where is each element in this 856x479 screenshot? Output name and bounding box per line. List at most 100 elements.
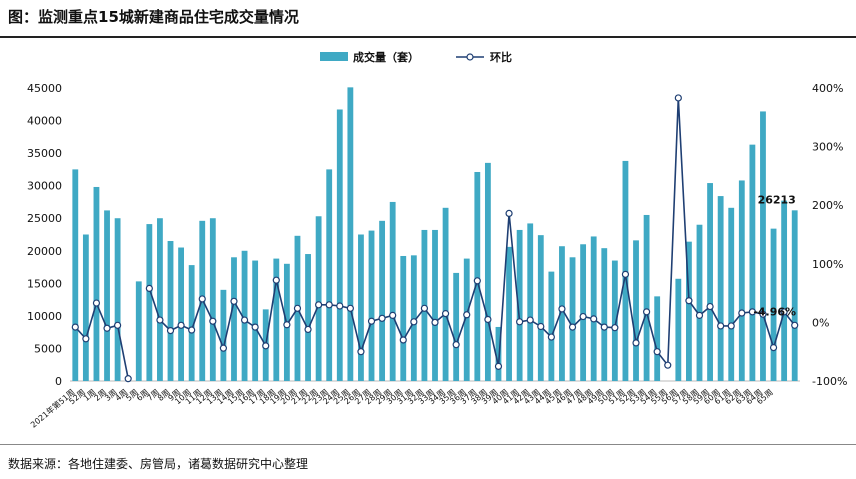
- mom-marker: [653, 348, 661, 356]
- mom-marker: [357, 348, 365, 356]
- mom-marker: [441, 310, 450, 318]
- volume-bar: [760, 111, 766, 381]
- mom-marker: [484, 315, 492, 324]
- mom-marker: [632, 339, 640, 347]
- mom-marker: [738, 309, 746, 317]
- volume-bar: [580, 244, 587, 381]
- volume-bar: [590, 236, 597, 381]
- legend-bar-swatch: [320, 52, 348, 61]
- y-left-tick-label: 10000: [27, 310, 62, 323]
- volume-bar: [273, 258, 280, 381]
- volume-bar: [315, 216, 322, 381]
- volume-bar: [506, 246, 512, 381]
- mom-marker: [92, 299, 101, 307]
- mom-marker: [568, 323, 577, 331]
- mom-marker: [230, 297, 238, 305]
- volume-bar: [326, 169, 333, 381]
- mom-marker: [621, 270, 630, 278]
- volume-bar: [104, 210, 110, 381]
- mom-marker: [494, 362, 503, 370]
- mom-marker: [727, 322, 735, 330]
- mom-marker: [759, 310, 767, 318]
- volume-bar: [82, 234, 89, 381]
- volume-bar: [220, 289, 227, 381]
- mom-marker: [685, 297, 693, 305]
- mom-marker: [188, 326, 196, 334]
- y-left-tick-label: 35000: [27, 147, 62, 160]
- mom-marker: [283, 321, 291, 329]
- mom-marker: [209, 317, 217, 325]
- mom-marker: [251, 323, 259, 331]
- mom-marker: [71, 323, 79, 331]
- mom-marker: [336, 302, 344, 310]
- volume-bar: [167, 241, 174, 381]
- volume-bar: [601, 248, 608, 381]
- y-left-tick-label: 25000: [27, 212, 62, 225]
- chart-title: 图：监测重点15城新建商品住宅成交量情况: [8, 8, 299, 26]
- mom-marker: [537, 322, 545, 331]
- mom-marker: [198, 295, 206, 303]
- legend-label-volume: 成交量（套）: [353, 50, 419, 64]
- y-left-tick-label: 5000: [34, 342, 62, 355]
- mom-marker: [611, 324, 619, 332]
- volume-bar: [781, 200, 788, 381]
- mom-marker: [82, 335, 90, 343]
- y-left-tick-label: 45000: [27, 82, 62, 95]
- volume-bar: [749, 144, 756, 381]
- last-mom-label: -4.96%: [753, 305, 796, 318]
- volume-bar: [633, 240, 639, 381]
- volume-bar: [432, 229, 438, 381]
- mom-marker: [780, 308, 788, 316]
- volume-bar: [336, 109, 343, 381]
- volume-bar: [474, 171, 481, 381]
- mom-marker: [145, 284, 153, 293]
- mom-marker: [590, 315, 598, 323]
- y-left-tick-label: 0: [55, 375, 62, 388]
- mom-marker: [315, 301, 323, 309]
- mom-marker: [579, 312, 587, 321]
- volume-chart: 0 5000 10000 15000 20000 25000 30000 35000 40000…: [27, 50, 847, 430]
- volume-bar: [686, 241, 692, 381]
- mom-marker: [558, 305, 566, 313]
- mom-marker: [748, 308, 756, 316]
- mom-marker: [473, 277, 481, 285]
- mom-marker: [114, 321, 122, 329]
- volume-bar: [368, 230, 375, 381]
- mom-marker: [124, 375, 132, 383]
- volume-bar: [72, 169, 79, 381]
- legend-label-mom: 环比: [490, 50, 512, 64]
- legend: 成交量（套） 环比: [320, 50, 512, 64]
- mom-marker: [516, 318, 524, 326]
- mom-marker: [240, 316, 249, 324]
- mom-marker: [505, 209, 513, 218]
- mom-marker: [389, 311, 397, 319]
- mom-marker: [706, 302, 714, 311]
- mom-marker: [664, 361, 672, 369]
- mom-marker: [526, 316, 534, 324]
- source-note: 数据来源：各地住建委、房管局，诸葛数据研究中心整理: [8, 457, 309, 471]
- mom-marker: [642, 308, 651, 316]
- mom-marker: [177, 321, 185, 329]
- volume-bar: [728, 207, 735, 381]
- volume-bar: [178, 247, 184, 381]
- volume-bar: [400, 255, 407, 381]
- y-right-tick-label: 200%: [812, 199, 843, 212]
- volume-bar: [305, 254, 311, 381]
- legend-marker-swatch: [466, 53, 474, 61]
- mom-marker: [399, 336, 407, 344]
- mom-marker: [103, 324, 111, 332]
- mom-marker: [166, 327, 175, 335]
- volume-bar: [188, 265, 195, 381]
- volume-bar: [611, 260, 618, 381]
- x-tick-label: 2021年第51周: [28, 387, 76, 430]
- volume-bar: [484, 162, 491, 381]
- volume-bar: [495, 326, 502, 381]
- volume-bar: [717, 196, 724, 381]
- volume-bar: [347, 87, 354, 382]
- volume-bar: [231, 257, 237, 381]
- volume-bar: [410, 255, 417, 381]
- volume-bar: [654, 296, 661, 381]
- volume-bar: [358, 234, 364, 381]
- mom-marker: [791, 321, 799, 329]
- y-right-tick-label: 400%: [812, 82, 843, 95]
